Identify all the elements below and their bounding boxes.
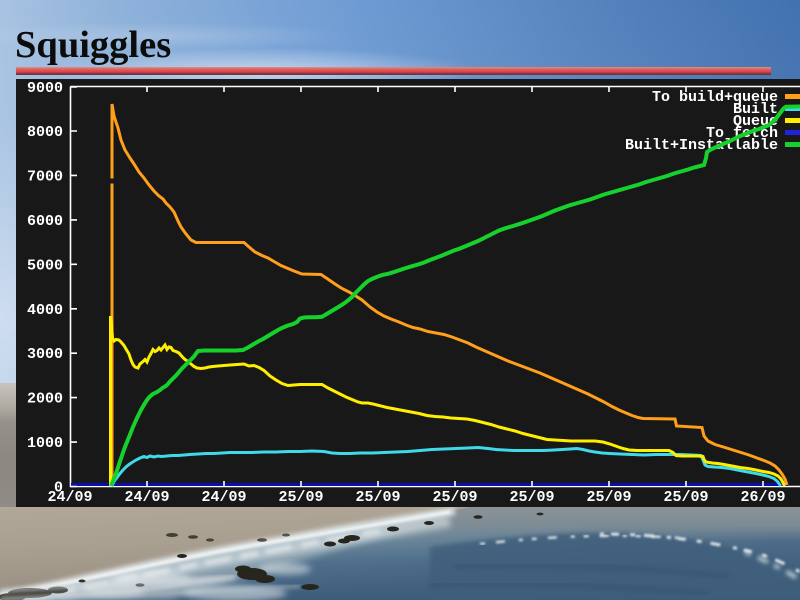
- svg-text:24/09: 24/09: [124, 489, 169, 506]
- svg-text:1000: 1000: [27, 435, 63, 452]
- svg-text:25/09: 25/09: [509, 489, 554, 506]
- svg-text:4000: 4000: [27, 302, 63, 319]
- svg-text:25/09: 25/09: [278, 489, 323, 506]
- svg-text:5000: 5000: [27, 257, 63, 274]
- svg-text:3000: 3000: [27, 346, 63, 363]
- svg-text:2000: 2000: [27, 391, 63, 408]
- svg-text:25/09: 25/09: [663, 489, 708, 506]
- svg-text:8000: 8000: [27, 124, 63, 141]
- svg-text:9000: 9000: [27, 80, 63, 97]
- svg-text:0: 0: [54, 480, 63, 497]
- svg-text:24/09: 24/09: [201, 489, 246, 506]
- svg-text:26/09: 26/09: [740, 489, 785, 506]
- svg-text:25/09: 25/09: [432, 489, 477, 506]
- svg-text:25/09: 25/09: [586, 489, 631, 506]
- svg-text:Built: Built: [733, 101, 778, 118]
- svg-text:7000: 7000: [27, 168, 63, 185]
- svg-text:Built+Installable: Built+Installable: [625, 137, 778, 154]
- svg-text:6000: 6000: [27, 213, 63, 230]
- svg-text:24/09: 24/09: [47, 489, 92, 506]
- svg-text:To build+queue: To build+queue: [652, 89, 778, 106]
- svg-text:25/09: 25/09: [355, 489, 400, 506]
